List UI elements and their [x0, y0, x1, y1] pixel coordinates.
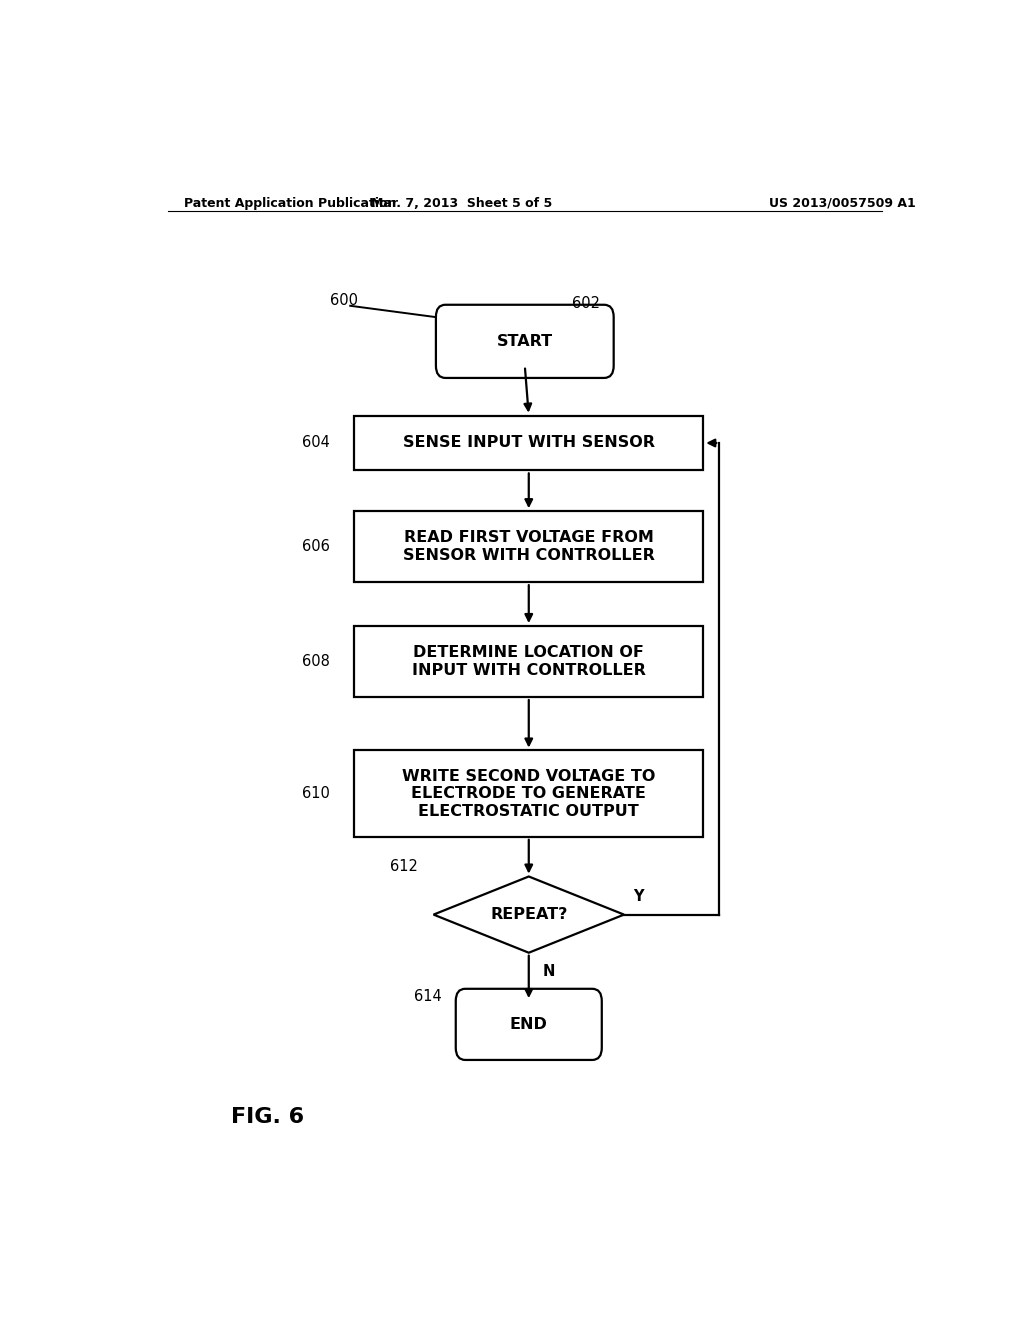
Bar	[354, 511, 703, 582]
Text: SENSE INPUT WITH SENSOR: SENSE INPUT WITH SENSOR	[402, 436, 654, 450]
Text: Patent Application Publication: Patent Application Publication	[183, 197, 396, 210]
Text: 600: 600	[331, 293, 358, 308]
FancyBboxPatch shape	[436, 305, 613, 378]
Text: FIG. 6: FIG. 6	[231, 1107, 304, 1127]
Text: 614: 614	[414, 989, 441, 1005]
Text: Mar. 7, 2013  Sheet 5 of 5: Mar. 7, 2013 Sheet 5 of 5	[371, 197, 552, 210]
Text: 608: 608	[302, 653, 331, 669]
Text: Y: Y	[634, 890, 644, 904]
Text: READ FIRST VOLTAGE FROM
SENSOR WITH CONTROLLER: READ FIRST VOLTAGE FROM SENSOR WITH CONT…	[402, 531, 654, 562]
Text: N: N	[543, 965, 555, 979]
Text: END: END	[510, 1016, 548, 1032]
FancyBboxPatch shape	[456, 989, 602, 1060]
Text: 604: 604	[302, 436, 331, 450]
Text: 610: 610	[302, 787, 331, 801]
Bar	[354, 626, 703, 697]
Text: WRITE SECOND VOLTAGE TO
ELECTRODE TO GENERATE
ELECTROSTATIC OUTPUT: WRITE SECOND VOLTAGE TO ELECTRODE TO GEN…	[402, 768, 655, 818]
Text: 612: 612	[390, 859, 418, 874]
Text: 606: 606	[302, 539, 331, 554]
Text: US 2013/0057509 A1: US 2013/0057509 A1	[769, 197, 915, 210]
Text: REPEAT?: REPEAT?	[490, 907, 567, 923]
Bar	[354, 416, 703, 470]
Text: DETERMINE LOCATION OF
INPUT WITH CONTROLLER: DETERMINE LOCATION OF INPUT WITH CONTROL…	[412, 645, 646, 677]
Text: 602: 602	[572, 296, 600, 312]
Text: START: START	[497, 334, 553, 348]
Polygon shape	[433, 876, 624, 953]
Bar	[354, 751, 703, 837]
